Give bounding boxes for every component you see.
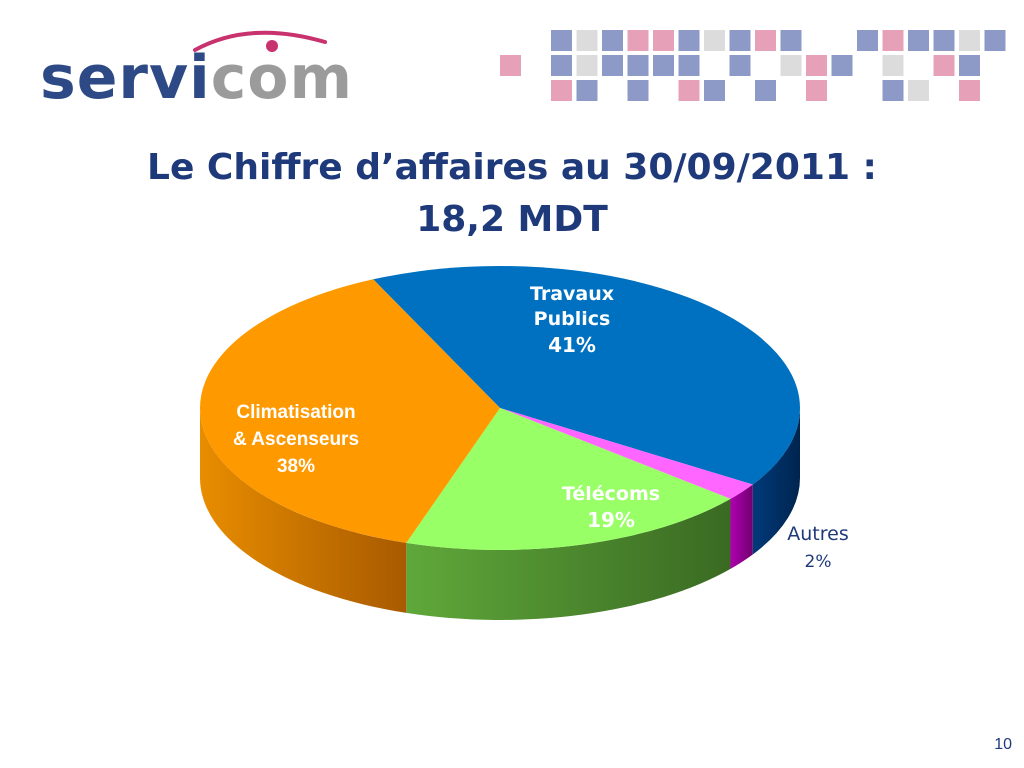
pattern-square bbox=[780, 55, 802, 76]
pattern-square bbox=[780, 30, 802, 51]
slice-telecoms-side bbox=[406, 498, 731, 620]
pattern-square bbox=[653, 30, 674, 51]
pattern-square bbox=[678, 55, 700, 76]
pattern-square bbox=[984, 30, 1006, 51]
slice-travaux-publics-side bbox=[752, 408, 800, 555]
pattern-square bbox=[831, 55, 853, 76]
pattern-square bbox=[551, 30, 572, 51]
pattern-square bbox=[959, 55, 980, 76]
pattern-square bbox=[551, 80, 572, 101]
pattern-square bbox=[908, 80, 929, 101]
page-number: 10 bbox=[994, 736, 1012, 753]
pattern-square bbox=[882, 55, 904, 76]
logo-part1: servi bbox=[40, 43, 211, 113]
pattern-square bbox=[704, 30, 725, 51]
pattern-square bbox=[627, 30, 649, 51]
pattern-square bbox=[755, 80, 776, 101]
pattern-square bbox=[678, 80, 700, 101]
slice-autres-side bbox=[730, 484, 753, 569]
label-telecoms-1: Télécoms bbox=[562, 483, 660, 505]
pattern-square bbox=[882, 80, 904, 101]
pattern-square bbox=[933, 55, 955, 76]
pattern-square bbox=[653, 55, 674, 76]
pattern-square bbox=[500, 55, 521, 76]
pattern-square bbox=[806, 55, 827, 76]
label-autres-1: Autres bbox=[787, 523, 848, 545]
logo-swoosh-icon bbox=[193, 30, 327, 52]
label-travaux-3: 41% bbox=[548, 333, 596, 357]
label-climatisation-3: 38% bbox=[277, 456, 315, 477]
pattern-square bbox=[959, 30, 980, 51]
pattern-square bbox=[678, 30, 700, 51]
pattern-square bbox=[704, 80, 725, 101]
pattern-square bbox=[627, 55, 649, 76]
pattern-square bbox=[627, 80, 649, 101]
pattern-square bbox=[882, 30, 904, 51]
decorative-square-pattern bbox=[500, 30, 1006, 101]
pattern-square bbox=[806, 80, 827, 101]
pattern-square bbox=[857, 30, 878, 51]
pattern-square bbox=[576, 55, 598, 76]
pattern-square bbox=[933, 30, 955, 51]
pattern-square bbox=[755, 30, 776, 51]
slice-climatisation-top bbox=[199, 279, 501, 543]
pattern-square bbox=[729, 55, 751, 76]
label-travaux-1: Travaux bbox=[530, 283, 614, 305]
logo-wordmark: servicom bbox=[40, 48, 353, 108]
label-travaux-2: Publics bbox=[534, 308, 611, 330]
label-telecoms-2: 19% bbox=[587, 508, 635, 532]
label-climatisation-2: & Ascenseurs bbox=[233, 429, 359, 450]
pattern-square bbox=[551, 55, 572, 76]
pattern-square bbox=[576, 80, 598, 101]
pattern-square bbox=[576, 30, 598, 51]
page-title-line2: 18,2 MDT bbox=[416, 199, 608, 240]
slice-travaux-publics-top bbox=[373, 266, 800, 485]
servicom-logo: servicom bbox=[40, 28, 400, 118]
slice-climatisation-side bbox=[200, 408, 407, 613]
label-autres-2: 2% bbox=[805, 552, 832, 572]
pattern-square bbox=[729, 30, 751, 51]
slice-telecoms-top bbox=[406, 408, 731, 550]
pattern-square bbox=[602, 55, 623, 76]
label-climatisation-1: Climatisation bbox=[236, 402, 355, 423]
logo-part2: com bbox=[210, 43, 353, 113]
page-title-line1: Le Chiffre d’affaires au 30/09/2011 : bbox=[147, 147, 877, 188]
pattern-square bbox=[959, 80, 980, 101]
slice-autres-top bbox=[500, 408, 753, 499]
pattern-square bbox=[602, 30, 623, 51]
pattern-square bbox=[908, 30, 929, 51]
